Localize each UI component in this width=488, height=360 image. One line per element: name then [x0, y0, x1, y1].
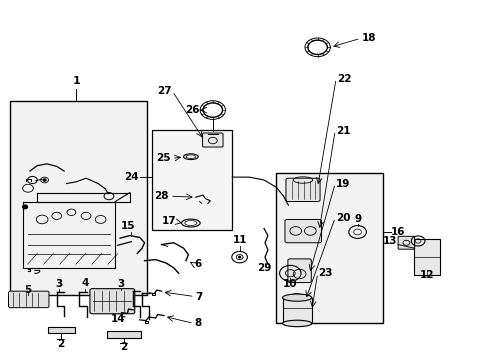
Bar [413, 239, 439, 275]
Bar [282, 298, 311, 323]
FancyBboxPatch shape [397, 236, 414, 249]
FancyBboxPatch shape [285, 178, 320, 202]
Text: 10: 10 [283, 279, 297, 289]
Text: 12: 12 [419, 270, 433, 280]
Text: 22: 22 [336, 73, 351, 84]
Bar [107, 331, 141, 338]
Text: 1: 1 [72, 76, 80, 86]
Text: 2: 2 [120, 342, 127, 352]
Bar [47, 327, 75, 333]
Text: 4: 4 [81, 278, 88, 288]
Bar [10, 101, 147, 295]
Text: 16: 16 [390, 227, 405, 237]
Text: 25: 25 [156, 153, 170, 163]
Circle shape [295, 299, 298, 301]
Text: 11: 11 [232, 235, 246, 245]
Text: 29: 29 [256, 263, 271, 273]
Text: 15: 15 [121, 221, 136, 231]
Text: 2: 2 [58, 338, 64, 348]
Text: 23: 23 [318, 268, 332, 278]
Text: 21: 21 [335, 126, 350, 135]
Text: 14: 14 [110, 314, 125, 324]
Text: 8: 8 [194, 319, 202, 328]
Circle shape [43, 179, 46, 181]
Text: 27: 27 [157, 86, 171, 96]
FancyBboxPatch shape [285, 220, 321, 243]
Text: 19: 19 [335, 179, 350, 189]
Text: 24: 24 [124, 172, 139, 182]
FancyBboxPatch shape [202, 133, 223, 147]
Circle shape [22, 205, 27, 209]
Text: 26: 26 [185, 105, 199, 115]
Text: 3: 3 [56, 279, 62, 289]
Bar [152, 130, 232, 230]
Text: 5: 5 [24, 285, 31, 296]
Text: 9: 9 [353, 214, 361, 224]
Ellipse shape [282, 320, 311, 327]
Bar [276, 173, 383, 323]
Text: 20: 20 [335, 213, 350, 222]
FancyBboxPatch shape [8, 291, 49, 308]
Text: 6: 6 [194, 259, 202, 269]
Text: 28: 28 [154, 191, 168, 201]
Text: 17: 17 [161, 216, 176, 226]
Text: 3: 3 [117, 279, 124, 289]
Text: 7: 7 [195, 292, 203, 302]
Circle shape [238, 256, 240, 258]
Text: 18: 18 [361, 33, 375, 43]
Ellipse shape [282, 294, 311, 301]
FancyBboxPatch shape [90, 289, 135, 314]
Text: 13: 13 [382, 236, 396, 246]
FancyBboxPatch shape [287, 259, 311, 283]
